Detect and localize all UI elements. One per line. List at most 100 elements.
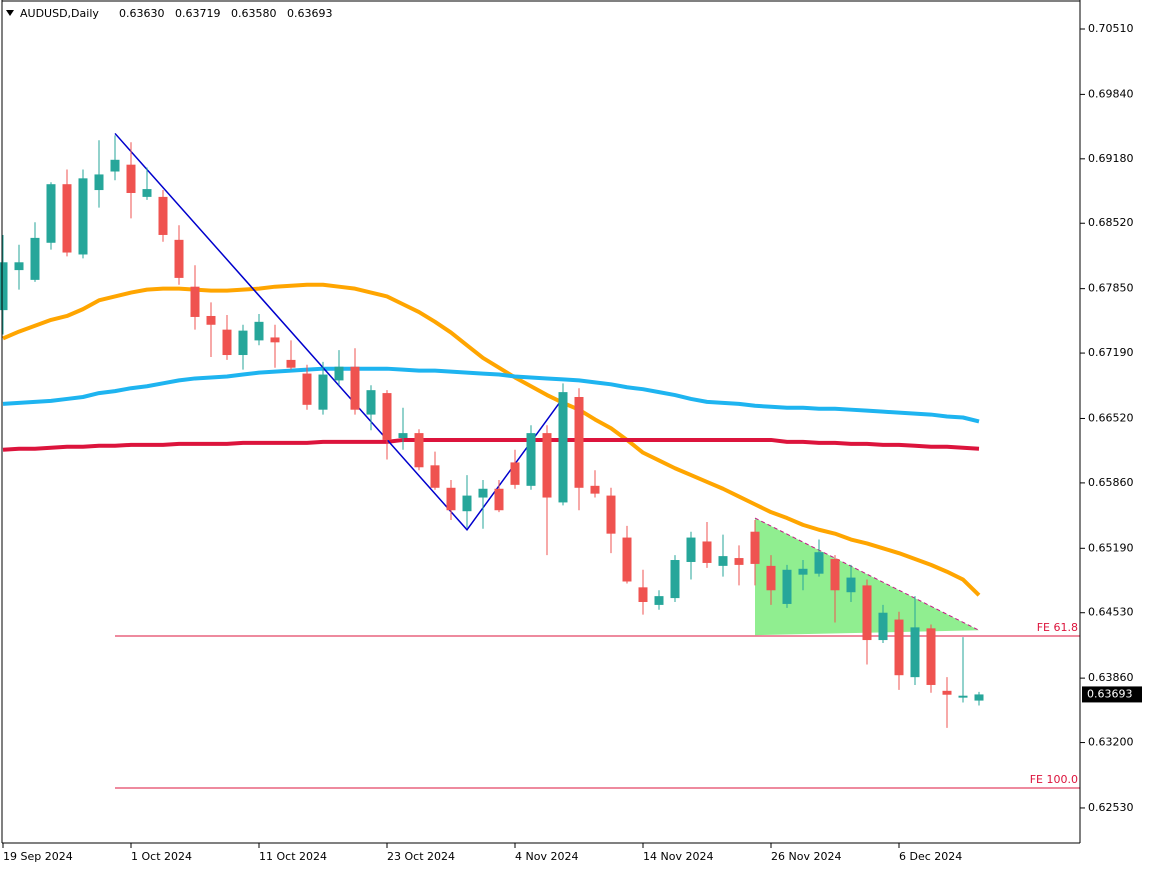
candle-body — [686, 537, 696, 562]
moving-average — [2, 437, 980, 452]
candle-body — [862, 585, 872, 641]
y-tick-label: 0.69840 — [1088, 87, 1134, 100]
fibo-label: FE 100.0 — [1030, 773, 1078, 786]
candle-body — [46, 184, 56, 243]
candle-body — [222, 329, 232, 356]
candle-body — [14, 262, 24, 271]
y-tick-label: 0.63860 — [1088, 671, 1134, 684]
candle-body — [238, 330, 248, 356]
candle-body — [606, 495, 616, 534]
candle-body — [398, 433, 408, 438]
candle-body — [462, 495, 472, 512]
candle-body — [590, 485, 600, 494]
candle-body — [782, 569, 792, 604]
candle-body — [798, 568, 808, 575]
candle-body — [318, 374, 328, 410]
last-price-box — [1082, 686, 1142, 703]
candle-body — [830, 559, 840, 591]
candle-body — [286, 359, 296, 368]
candle-body — [110, 159, 120, 172]
y-tick-label: 0.69180 — [1088, 152, 1134, 165]
candle-body — [254, 321, 264, 341]
candle-body — [206, 315, 216, 325]
candle-body — [494, 488, 504, 511]
y-tick-label: 0.62530 — [1088, 801, 1134, 814]
candle-body — [0, 262, 8, 311]
y-tick-label: 0.65190 — [1088, 541, 1134, 554]
candle-body — [94, 174, 104, 191]
candle-body — [414, 433, 424, 468]
candle-body — [542, 433, 552, 498]
open-value: 0.63630 — [119, 7, 165, 20]
y-tick-label: 0.63200 — [1088, 736, 1134, 749]
y-tick-label: 0.64530 — [1088, 606, 1134, 619]
candle-body — [446, 487, 456, 511]
candle-body — [302, 373, 312, 405]
candle-body — [62, 184, 72, 253]
candle-body — [958, 695, 968, 698]
x-tick-label: 26 Nov 2024 — [771, 850, 841, 863]
high-value: 0.63719 — [175, 7, 221, 20]
plot-area: FE 61.8 FE 100.0 — [0, 132, 1080, 789]
candle-body — [510, 462, 520, 485]
y-tick-label: 0.66520 — [1088, 411, 1134, 424]
candle-body — [734, 558, 744, 565]
candle-body — [158, 196, 168, 235]
last-price-label: 0.63693 — [1087, 687, 1133, 700]
candle-body — [894, 619, 904, 676]
candle-body — [142, 189, 152, 197]
candle-body — [910, 627, 920, 678]
candle-body — [654, 596, 664, 605]
candle-body — [334, 366, 344, 381]
y-tick-label: 0.70510 — [1088, 22, 1134, 35]
candle-body — [814, 552, 824, 574]
candle-body — [526, 433, 536, 486]
candle-body — [382, 393, 392, 440]
y-tick-label: 0.67190 — [1088, 346, 1134, 359]
x-tick-label: 4 Nov 2024 — [515, 850, 578, 863]
candle-body — [190, 286, 200, 317]
fibo-label: FE 61.8 — [1037, 621, 1078, 634]
y-tick-label: 0.65860 — [1088, 476, 1134, 489]
candle-body — [718, 556, 728, 566]
candle-body — [702, 541, 712, 563]
candle-body — [766, 565, 776, 591]
candle-body — [350, 366, 360, 410]
candle-body — [926, 628, 936, 685]
x-tick-label: 6 Dec 2024 — [899, 850, 962, 863]
x-tick-label: 14 Nov 2024 — [643, 850, 713, 863]
candle-body — [878, 612, 888, 641]
candle-body — [846, 577, 856, 593]
x-tick-label: 11 Oct 2024 — [259, 850, 327, 863]
y-tick-label: 0.67850 — [1088, 282, 1134, 295]
candle-body — [126, 164, 136, 193]
candle-body — [270, 337, 280, 343]
candle-body — [638, 587, 648, 602]
axes: 0.70510 0.69840 0.69180 0.68520 0.67850 0.671… — [2, 22, 1142, 863]
candle-body — [366, 390, 376, 415]
candle-body — [622, 537, 632, 582]
candle-body — [174, 239, 184, 278]
close-value: 0.63693 — [287, 7, 333, 20]
candle-body — [942, 690, 952, 695]
candle-body — [750, 531, 760, 564]
candle-body — [974, 694, 984, 701]
candle-body — [574, 396, 584, 488]
candle-body — [430, 465, 440, 488]
candle-body — [30, 237, 40, 280]
menu-arrow[interactable] — [6, 10, 14, 16]
moving-average — [2, 282, 981, 597]
triangle-pattern — [755, 518, 979, 636]
candle-body — [558, 392, 568, 503]
candle-body — [670, 560, 680, 599]
moving-average — [2, 366, 980, 424]
x-tick-label: 1 Oct 2024 — [131, 850, 192, 863]
x-tick-label: 23 Oct 2024 — [387, 850, 455, 863]
x-tick-label: 19 Sep 2024 — [3, 850, 73, 863]
low-value: 0.63580 — [231, 7, 277, 20]
candle-body — [78, 178, 88, 255]
symbol: AUDUSD,Daily — [20, 7, 99, 20]
y-tick-label: 0.68520 — [1088, 216, 1134, 229]
candle-body — [478, 488, 488, 498]
